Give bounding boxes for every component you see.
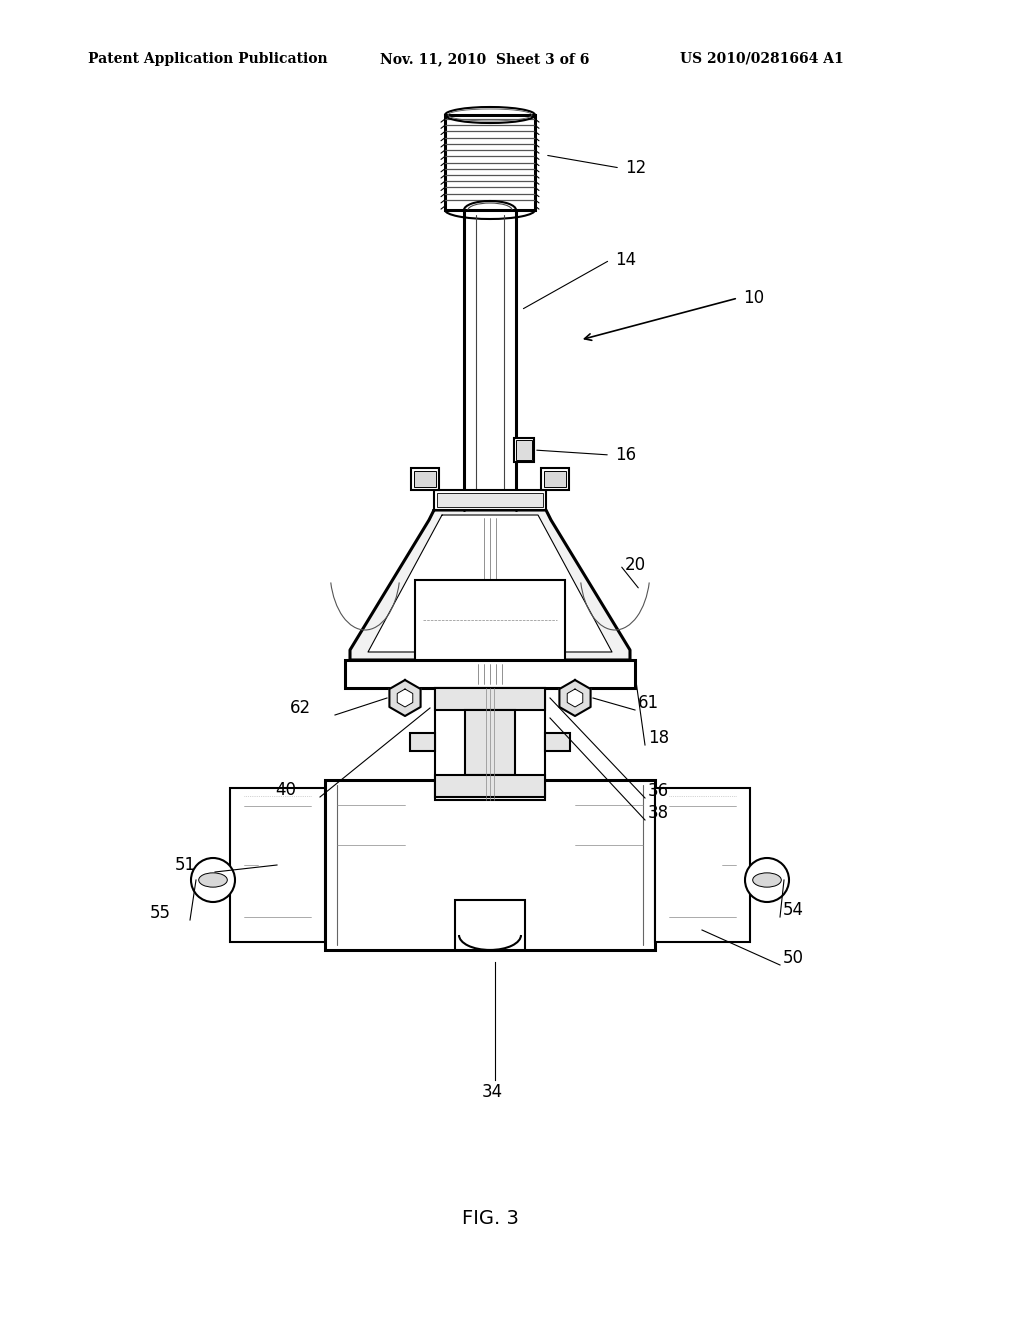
Text: 54: 54 (783, 902, 804, 919)
Polygon shape (567, 689, 583, 708)
Bar (545, 733, 570, 751)
Text: 36: 36 (648, 781, 669, 800)
Bar (465, 710, 515, 775)
Text: US 2010/0281664 A1: US 2010/0281664 A1 (680, 51, 844, 66)
Text: 18: 18 (648, 729, 669, 747)
Text: Patent Application Publication: Patent Application Publication (88, 51, 328, 66)
Polygon shape (389, 680, 421, 715)
Text: 55: 55 (150, 904, 171, 921)
Text: Nov. 11, 2010  Sheet 3 of 6: Nov. 11, 2010 Sheet 3 of 6 (380, 51, 590, 66)
Bar (435, 775, 545, 797)
Text: 20: 20 (625, 556, 646, 574)
Bar (345, 660, 635, 688)
Circle shape (745, 858, 790, 902)
Bar (415, 579, 565, 660)
Bar (414, 471, 436, 487)
Text: 14: 14 (615, 251, 636, 269)
Text: 12: 12 (625, 158, 646, 177)
Ellipse shape (753, 873, 781, 887)
Text: 34: 34 (482, 1082, 503, 1101)
Polygon shape (368, 515, 612, 652)
Text: 62: 62 (290, 700, 311, 717)
Bar (655, 788, 750, 942)
Bar (411, 469, 439, 490)
Text: 50: 50 (783, 949, 804, 968)
Bar (455, 900, 525, 950)
Text: 61: 61 (638, 694, 659, 711)
Bar (437, 492, 543, 507)
Bar (516, 440, 532, 459)
Bar (445, 115, 535, 210)
Text: 51: 51 (175, 855, 197, 874)
Polygon shape (559, 680, 591, 715)
Text: FIG. 3: FIG. 3 (462, 1209, 518, 1228)
Polygon shape (350, 510, 630, 660)
Text: 10: 10 (743, 289, 764, 308)
Ellipse shape (199, 873, 227, 887)
Polygon shape (397, 689, 413, 708)
Circle shape (191, 858, 234, 902)
Bar (541, 469, 569, 490)
Text: 16: 16 (615, 446, 636, 465)
Bar (434, 490, 546, 510)
Text: 38: 38 (648, 804, 669, 822)
Bar (544, 471, 566, 487)
Bar (435, 688, 545, 710)
Bar (325, 780, 655, 950)
Bar (435, 688, 545, 800)
Text: 40: 40 (275, 781, 296, 799)
Bar (514, 438, 534, 462)
Bar (410, 733, 435, 751)
Bar (230, 788, 325, 942)
